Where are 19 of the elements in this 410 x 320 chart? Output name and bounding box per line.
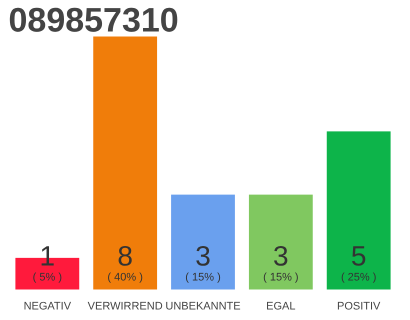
data-label: 3 [273, 240, 289, 272]
bar [93, 36, 158, 290]
data-label: 5 [350, 240, 366, 272]
x-tick-label: EGAL [266, 300, 296, 312]
annotation: ( 25% ) [340, 272, 376, 284]
x-tick-label: NEGATIV [24, 300, 72, 312]
x-tick-label: UNBEKANNTE [165, 300, 241, 312]
x-tick-label: POSITIV [336, 300, 382, 312]
annotation: ( 40% ) [107, 272, 143, 284]
bar [326, 131, 391, 290]
bar [171, 194, 235, 290]
data-label: 8 [117, 240, 133, 272]
bar [248, 194, 313, 290]
data-label: 3 [195, 240, 211, 272]
annotation: ( 5% ) [32, 272, 62, 284]
x-tick-label: VERWIRREND [88, 300, 163, 312]
annotation: ( 15% ) [185, 272, 221, 284]
annotation: ( 15% ) [263, 272, 299, 284]
chart-title: 089857310 [8, 2, 179, 40]
